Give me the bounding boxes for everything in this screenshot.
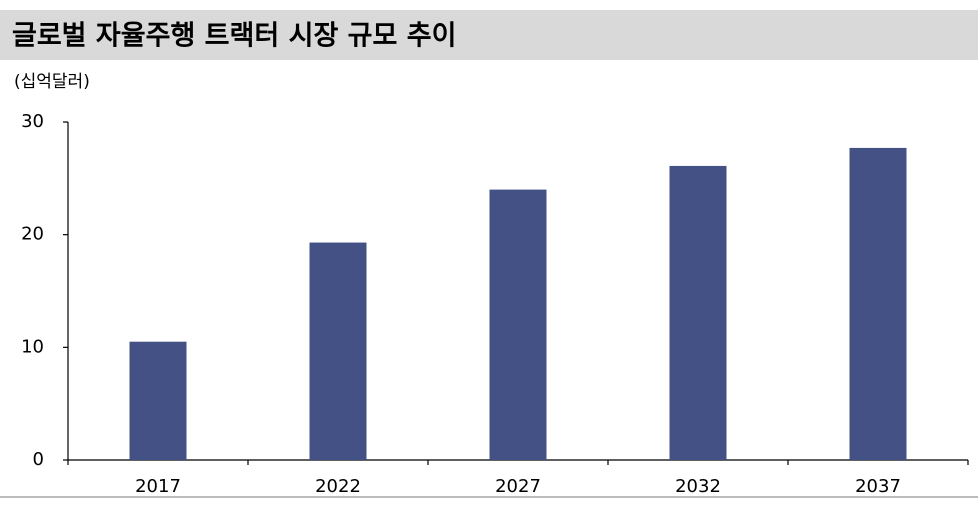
title-bar xyxy=(0,10,978,60)
y-tick-label: 10 xyxy=(21,336,44,357)
y-tick-label: 20 xyxy=(21,224,44,245)
y-axis-unit: (십억달러) xyxy=(14,72,90,92)
x-tick-label: 2017 xyxy=(135,476,181,497)
x-tick-label: 2027 xyxy=(495,476,541,497)
bar xyxy=(489,189,547,460)
x-tick-label: 2032 xyxy=(675,476,721,497)
chart-title: 글로벌 자율주행 트랙터 시장 규모 추이 xyxy=(12,21,456,52)
y-tick-label: 30 xyxy=(21,111,44,132)
bar xyxy=(309,242,367,460)
bar xyxy=(129,341,187,460)
x-tick-label: 2037 xyxy=(855,476,901,497)
x-tick-label: 2022 xyxy=(315,476,361,497)
bar xyxy=(669,165,727,460)
bar xyxy=(849,147,907,460)
y-tick-label: 0 xyxy=(33,449,44,470)
